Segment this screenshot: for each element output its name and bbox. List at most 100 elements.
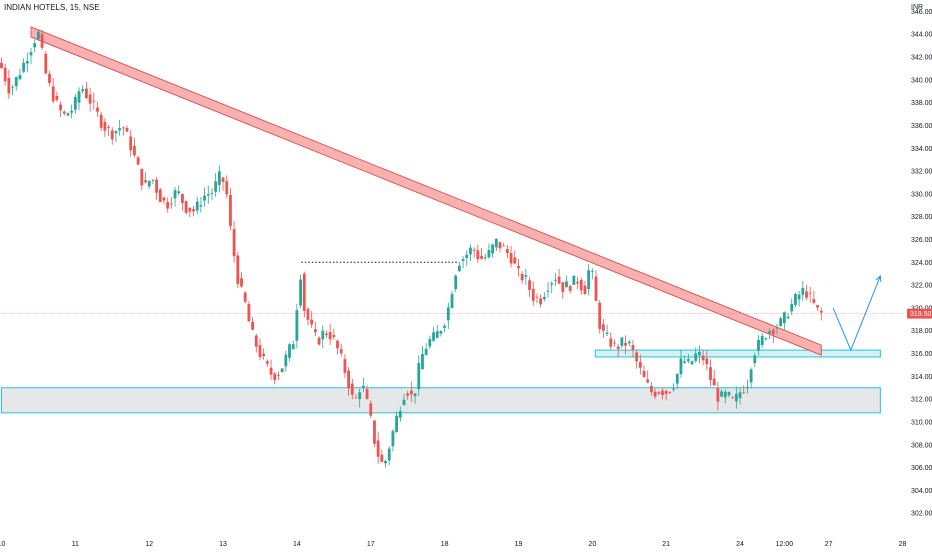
candle-body — [679, 358, 683, 375]
candle-body — [513, 257, 517, 264]
candle-body — [376, 440, 380, 457]
candle-body — [384, 460, 387, 464]
candle-body — [819, 310, 823, 313]
candle-body — [169, 203, 173, 205]
candle-body — [118, 127, 122, 131]
candle-body — [155, 179, 158, 193]
candle-body — [192, 209, 195, 212]
candle-body — [797, 294, 801, 300]
candle-body — [114, 131, 118, 134]
candle-body — [782, 312, 786, 324]
candle-body — [358, 392, 362, 400]
candle-body — [461, 259, 465, 261]
candle-body — [288, 344, 291, 358]
candle-body — [602, 324, 605, 331]
candle-body — [173, 190, 177, 199]
candle-body — [502, 245, 506, 247]
candle-body — [598, 302, 602, 329]
candle-body — [469, 247, 472, 255]
x-tick-label: 12 — [145, 541, 153, 548]
candle-body — [443, 325, 447, 328]
candle-body — [181, 194, 184, 203]
candle-body — [277, 374, 280, 376]
x-tick-label: 18 — [441, 541, 449, 548]
candle-body — [214, 181, 218, 192]
candle-body — [206, 194, 210, 196]
y-tick-label: 308.00 — [911, 442, 932, 449]
trendline-band — [30, 26, 822, 356]
candle-body — [162, 197, 166, 201]
candle-body — [240, 278, 243, 287]
candle-body — [712, 378, 716, 386]
candle-body — [816, 305, 819, 308]
candle-body — [587, 270, 591, 290]
candle-body — [110, 130, 114, 140]
x-tick-label: 21 — [662, 541, 670, 548]
candle-body — [746, 386, 749, 388]
candle-body — [221, 177, 225, 183]
candle-body — [243, 292, 247, 302]
candle-body — [609, 338, 613, 347]
candle-body — [313, 329, 317, 333]
candle-body — [664, 390, 668, 394]
currency-label: INR — [911, 4, 923, 11]
candle-body — [790, 304, 794, 312]
support-zone — [594, 349, 881, 358]
candle-body — [768, 331, 771, 334]
candle-body — [675, 373, 679, 384]
candle-body — [14, 77, 18, 87]
y-tick-label: 340.00 — [911, 77, 932, 84]
candle-body — [627, 341, 631, 344]
candle-body — [251, 321, 254, 330]
candle-body — [158, 189, 162, 203]
candle-body — [325, 333, 328, 335]
candle-body — [203, 195, 206, 201]
candle-body — [786, 316, 790, 319]
candle-body — [465, 254, 469, 259]
y-tick-label: 310.00 — [911, 419, 932, 426]
candle-body — [125, 128, 129, 132]
candle-body — [343, 359, 347, 373]
candle-body — [225, 181, 229, 195]
candle-body — [59, 104, 62, 111]
candle-body — [590, 270, 594, 272]
candle-body — [151, 179, 155, 181]
candle-body — [553, 279, 557, 281]
candle-body — [262, 353, 266, 357]
candle-body — [121, 127, 125, 129]
candle-body — [269, 367, 273, 375]
y-tick-label: 318.00 — [911, 328, 932, 335]
candle-body — [480, 256, 483, 259]
candle-body — [498, 242, 502, 249]
candle-body — [184, 201, 188, 213]
candle-body — [749, 369, 753, 383]
candle-body — [129, 136, 133, 151]
candle-body — [210, 192, 214, 194]
candle-body — [409, 390, 413, 395]
candle-body — [321, 330, 325, 340]
candle-body — [406, 393, 410, 396]
candle-body — [734, 393, 738, 402]
candle-body — [435, 331, 439, 338]
candle-body — [661, 390, 664, 395]
candle-body — [550, 283, 554, 285]
candle-body — [454, 275, 458, 290]
candle-body — [92, 100, 96, 102]
candle-body — [450, 294, 454, 308]
y-tick-label: 346.00 — [911, 9, 932, 16]
candle-body — [753, 355, 757, 364]
candle-body — [583, 285, 587, 295]
candle-body — [273, 373, 277, 381]
candle-body — [55, 95, 59, 100]
x-tick-label: 12:00 — [776, 541, 794, 548]
candle-body — [494, 238, 498, 248]
y-tick-label: 344.00 — [911, 32, 932, 39]
candle-body — [254, 335, 258, 347]
candle-body — [107, 127, 110, 128]
candle-body — [576, 281, 579, 284]
last-price-label: 319.50 — [910, 311, 932, 318]
candle-body — [7, 77, 11, 94]
y-tick-label: 324.00 — [911, 260, 932, 267]
candle-body — [631, 345, 635, 350]
